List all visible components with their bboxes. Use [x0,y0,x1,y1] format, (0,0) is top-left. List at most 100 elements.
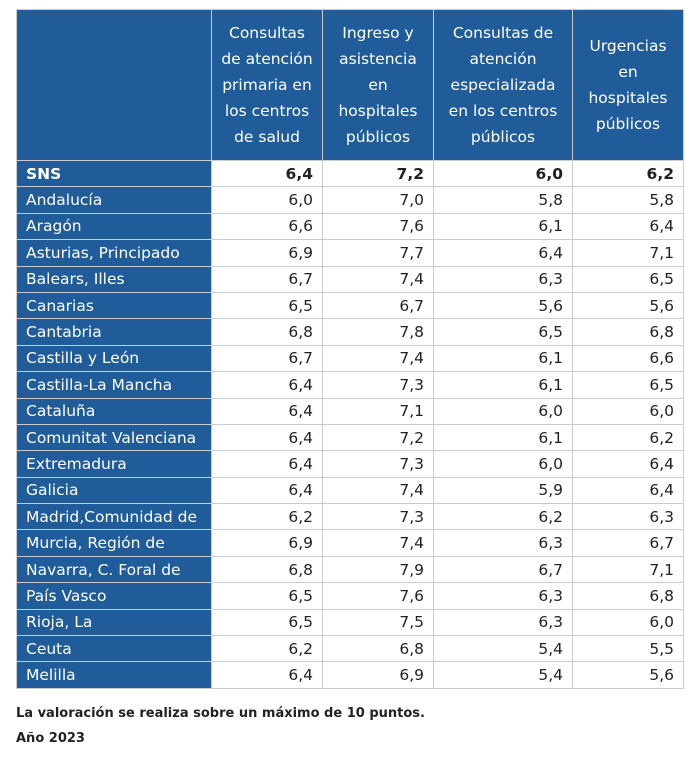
table-row: Galicia 6,4 7,4 5,9 6,4 [16,476,684,505]
rating-cell: 6,5 [572,265,684,293]
rating-cell: 6,8 [211,318,323,346]
rating-cell: 6,0 [572,608,684,637]
rating-cell: 6,5 [211,608,323,637]
table-body: SNS 6,4 7,2 6,0 6,2 Andalucía 6,0 7,0 5,8 5,8 Arag… [16,159,684,689]
rating-cell: 6,4 [211,450,323,478]
rating-cell: 6,0 [211,186,323,214]
table-row: Extremadura 6,4 7,3 6,0 6,4 [16,450,684,478]
rating-cell: 7,6 [322,582,434,610]
rating-cell: 7,2 [322,159,434,188]
rating-cell: 6,2 [572,159,684,188]
rating-cell: 5,8 [433,186,573,214]
rating-cell: 7,4 [322,344,434,373]
table-row: Melilla 6,4 6,9 5,4 5,6 [16,661,684,689]
rating-cell: 6,4 [211,159,323,188]
table-row: Murcia, Región de 6,9 7,4 6,3 6,7 [16,529,684,557]
rating-cell: 7,4 [322,529,434,557]
rating-cell: 5,8 [572,186,684,214]
table-row: Cataluña 6,4 7,1 6,0 6,0 [16,397,684,425]
rating-cell: 6,8 [211,555,323,584]
rating-cell: 7,4 [322,265,434,293]
rating-cell: 6,3 [433,582,573,610]
rating-cell: 6,7 [211,344,323,373]
rating-cell: 5,6 [433,291,573,320]
header-region [16,9,212,161]
region-name: Cataluña [16,397,212,425]
rating-cell: 6,0 [433,159,573,188]
header-emergencies: Urgencias en hospitales públicos [572,9,684,161]
rating-cell: 7,1 [322,397,434,425]
table-row: Ceuta 6,2 6,8 5,4 5,5 [16,635,684,663]
rating-cell: 6,9 [322,661,434,689]
rating-cell: 7,9 [322,555,434,584]
region-name: SNS [16,159,212,188]
rating-cell: 6,4 [211,476,323,505]
rating-cell: 6,3 [433,608,573,637]
table-row: Castilla y León 6,7 7,4 6,1 6,6 [16,344,684,373]
rating-cell: 6,4 [572,212,684,241]
rating-cell: 5,4 [433,661,573,689]
table-row: Andalucía 6,0 7,0 5,8 5,8 [16,186,684,214]
region-name: País Vasco [16,582,212,610]
region-name: Comunitat Valenciana [16,423,212,452]
rating-cell: 7,7 [322,239,434,267]
rating-cell: 6,2 [211,503,323,531]
rating-cell: 6,1 [433,371,573,399]
rating-cell: 6,2 [211,635,323,663]
region-name: Madrid,Comunidad de [16,503,212,531]
table-row: Madrid,Comunidad de 6,2 7,3 6,2 6,3 [16,503,684,531]
rating-cell: 6,6 [572,344,684,373]
table-row: Aragón 6,6 7,6 6,1 6,4 [16,212,684,241]
rating-cell: 7,3 [322,503,434,531]
rating-cell: 5,4 [433,635,573,663]
rating-cell: 6,9 [211,239,323,267]
rating-cell: 6,8 [572,582,684,610]
rating-cell: 5,9 [433,476,573,505]
table-row: Asturias, Principado 6,9 7,7 6,4 7,1 [16,239,684,267]
region-name: Asturias, Principado [16,239,212,267]
table-row: Balears, Illes 6,7 7,4 6,3 6,5 [16,265,684,293]
rating-cell: 6,4 [211,371,323,399]
rating-cell: 6,0 [433,397,573,425]
rating-cell: 7,0 [322,186,434,214]
region-name: Andalucía [16,186,212,214]
rating-cell: 6,7 [211,265,323,293]
rating-cell: 6,9 [211,529,323,557]
rating-cell: 6,2 [572,423,684,452]
rating-cell: 6,1 [433,212,573,241]
header-row: Consultas de atención primaria en los ce… [16,9,684,161]
rating-cell: 6,4 [572,476,684,505]
rating-cell: 7,4 [322,476,434,505]
region-name: Castilla y León [16,344,212,373]
rating-cell: 6,4 [572,450,684,478]
rating-cell: 6,4 [211,397,323,425]
rating-cell: 6,3 [572,503,684,531]
region-name: Galicia [16,476,212,505]
rating-cell: 5,5 [572,635,684,663]
rating-cell: 6,8 [322,635,434,663]
rating-cell: 7,1 [572,239,684,267]
table-row-total: SNS 6,4 7,2 6,0 6,2 [16,159,684,188]
ratings-table: Consultas de atención primaria en los ce… [16,9,684,689]
rating-cell: 7,3 [322,371,434,399]
table-row: País Vasco 6,5 7,6 6,3 6,8 [16,582,684,610]
rating-cell: 6,4 [211,661,323,689]
table-row: Comunitat Valenciana 6,4 7,2 6,1 6,2 [16,423,684,452]
table-row: Navarra, C. Foral de 6,8 7,9 6,7 7,1 [16,555,684,584]
region-name: Canarias [16,291,212,320]
rating-cell: 6,2 [433,503,573,531]
ratings-table-container: Consultas de atención primaria en los ce… [16,9,684,689]
rating-cell: 5,6 [572,291,684,320]
rating-cell: 6,0 [572,397,684,425]
table-row: Cantabria 6,8 7,8 6,5 6,8 [16,318,684,346]
table-row: Canarias 6,5 6,7 5,6 5,6 [16,291,684,320]
year-note: Año 2023 [16,731,85,746]
region-name: Extremadura [16,450,212,478]
header-specialized-care: Consultas de atención especializada en l… [433,9,573,161]
header-hospital-admission: Ingreso y asistencia en hospitales públi… [322,9,434,161]
region-name: Castilla-La Mancha [16,371,212,399]
rating-cell: 6,8 [572,318,684,346]
rating-cell: 6,6 [211,212,323,241]
rating-cell: 7,2 [322,423,434,452]
rating-cell: 7,3 [322,450,434,478]
